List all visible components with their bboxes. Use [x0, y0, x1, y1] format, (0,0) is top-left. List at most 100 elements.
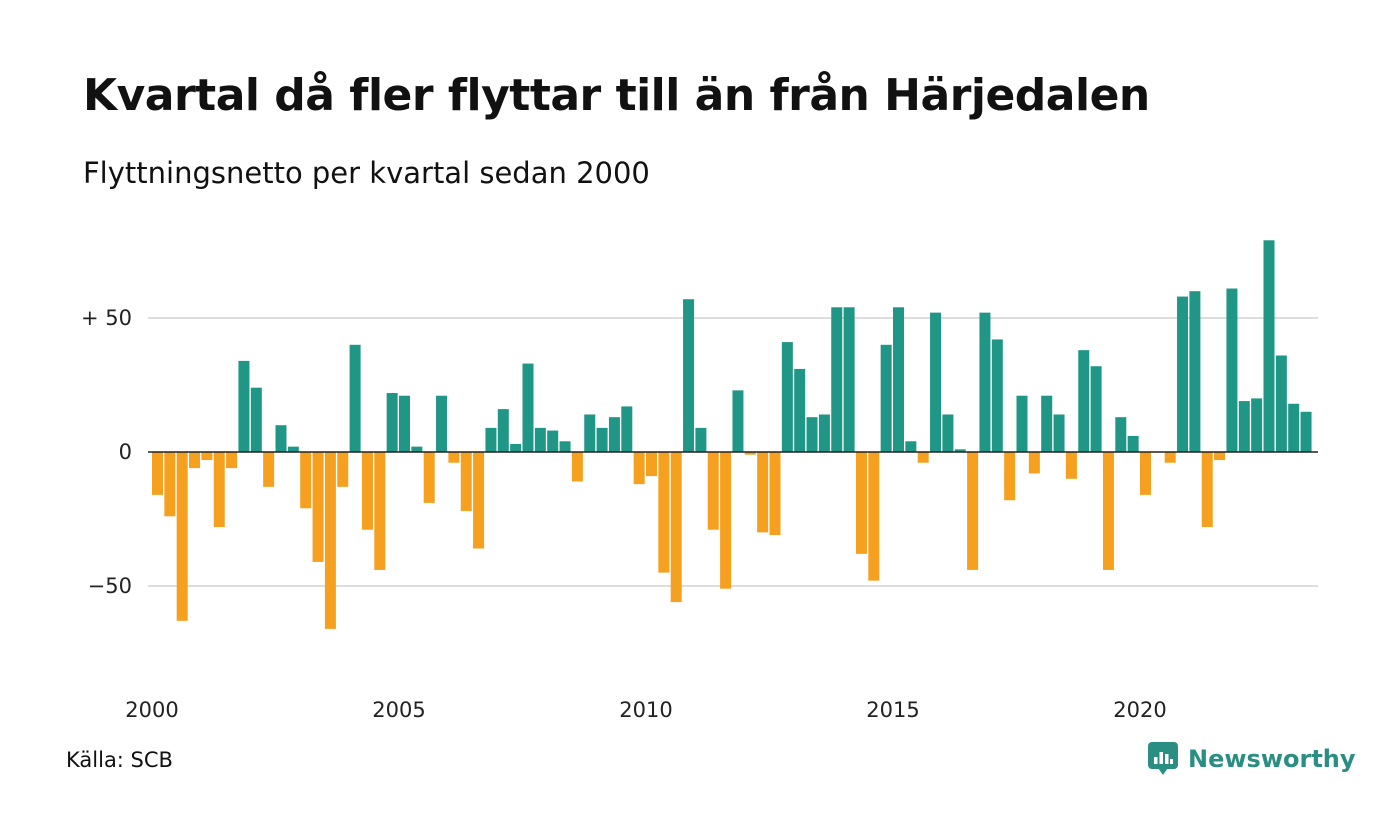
bar — [1115, 417, 1127, 452]
bar — [189, 452, 201, 469]
x-tick-label: 2020 — [1113, 698, 1166, 722]
bar — [361, 452, 373, 530]
bar — [905, 441, 917, 452]
bar — [1127, 435, 1139, 452]
bar — [1300, 411, 1312, 452]
bar — [1016, 395, 1028, 452]
x-tick-label: 2005 — [372, 698, 425, 722]
bar — [806, 417, 818, 452]
bar — [275, 425, 287, 452]
bar — [1053, 414, 1065, 452]
bar — [386, 393, 398, 452]
bar — [732, 390, 744, 452]
bar — [794, 368, 806, 452]
bar — [930, 312, 942, 452]
bar — [942, 414, 954, 452]
bar — [707, 452, 719, 530]
bar — [324, 452, 336, 629]
bar — [868, 452, 880, 581]
bar — [510, 443, 522, 452]
bar — [646, 452, 657, 477]
bar — [152, 452, 163, 495]
chart-title: Kvartal då fler flyttar till än från Här… — [83, 70, 1150, 121]
bar — [1004, 452, 1016, 501]
bar — [769, 452, 781, 536]
bar — [238, 360, 250, 452]
bar — [967, 452, 979, 570]
bar — [695, 427, 707, 452]
newsworthy-logo-icon — [1148, 742, 1178, 775]
chart-subtitle: Flyttningsnetto per kvartal sedan 2000 — [83, 156, 650, 190]
bar — [250, 387, 262, 452]
bar — [1288, 403, 1300, 452]
bar — [818, 414, 830, 452]
bar — [608, 417, 620, 452]
bar — [991, 339, 1003, 452]
y-tick-label: −50 — [88, 574, 132, 598]
bar — [781, 342, 793, 452]
bar — [300, 452, 312, 509]
bar — [164, 452, 176, 517]
bar — [1164, 452, 1176, 463]
bar — [436, 395, 448, 452]
bar — [176, 452, 188, 621]
bar — [1189, 291, 1201, 452]
y-tick-label: 0 — [119, 440, 132, 464]
bar — [287, 446, 299, 452]
x-tick-label: 2010 — [619, 698, 672, 722]
bar — [399, 395, 410, 452]
bar — [226, 452, 238, 469]
bar — [831, 307, 843, 452]
bar — [201, 452, 213, 461]
bar — [1201, 452, 1213, 528]
bar — [559, 441, 571, 452]
x-tick-label: 2015 — [866, 698, 919, 722]
bar — [337, 452, 349, 487]
bar — [571, 452, 583, 482]
bar — [1263, 240, 1275, 452]
bar — [411, 446, 423, 452]
bar — [485, 427, 497, 452]
bar — [880, 344, 892, 452]
y-axis-ticks: + 50 0 −50 — [81, 306, 132, 598]
bar — [1214, 452, 1226, 461]
bar — [954, 449, 966, 452]
bar — [633, 452, 645, 485]
bar — [893, 307, 904, 452]
bar — [757, 452, 769, 533]
bar — [1028, 452, 1040, 474]
bar — [1238, 401, 1250, 452]
x-axis-ticks: 2000 2005 2010 2015 2020 — [125, 698, 1166, 722]
brand-name: Newsworthy — [1188, 745, 1356, 773]
bar — [1140, 452, 1151, 495]
bars — [152, 240, 1312, 629]
bar — [460, 452, 472, 511]
bar — [744, 452, 756, 455]
y-tick-label: + 50 — [81, 306, 132, 330]
bar — [855, 452, 867, 554]
bar — [621, 406, 633, 452]
bar — [1090, 366, 1102, 452]
bar — [584, 414, 596, 452]
bar — [670, 452, 682, 603]
bar — [263, 452, 275, 487]
bar — [1177, 296, 1189, 452]
bar — [547, 430, 559, 452]
bar — [917, 452, 929, 463]
bar — [658, 452, 670, 573]
bar — [1226, 288, 1238, 452]
bar — [448, 452, 460, 463]
bar — [1275, 355, 1287, 452]
bar — [534, 427, 546, 452]
x-tick-label: 2000 — [125, 698, 178, 722]
bar — [683, 299, 695, 452]
brand-logo: Newsworthy — [1148, 742, 1356, 776]
bar — [473, 452, 485, 549]
bar — [213, 452, 225, 528]
grid-lines — [148, 317, 1318, 587]
bar — [1041, 395, 1053, 452]
bar — [522, 363, 534, 452]
bar — [497, 409, 509, 452]
bar — [349, 344, 361, 452]
